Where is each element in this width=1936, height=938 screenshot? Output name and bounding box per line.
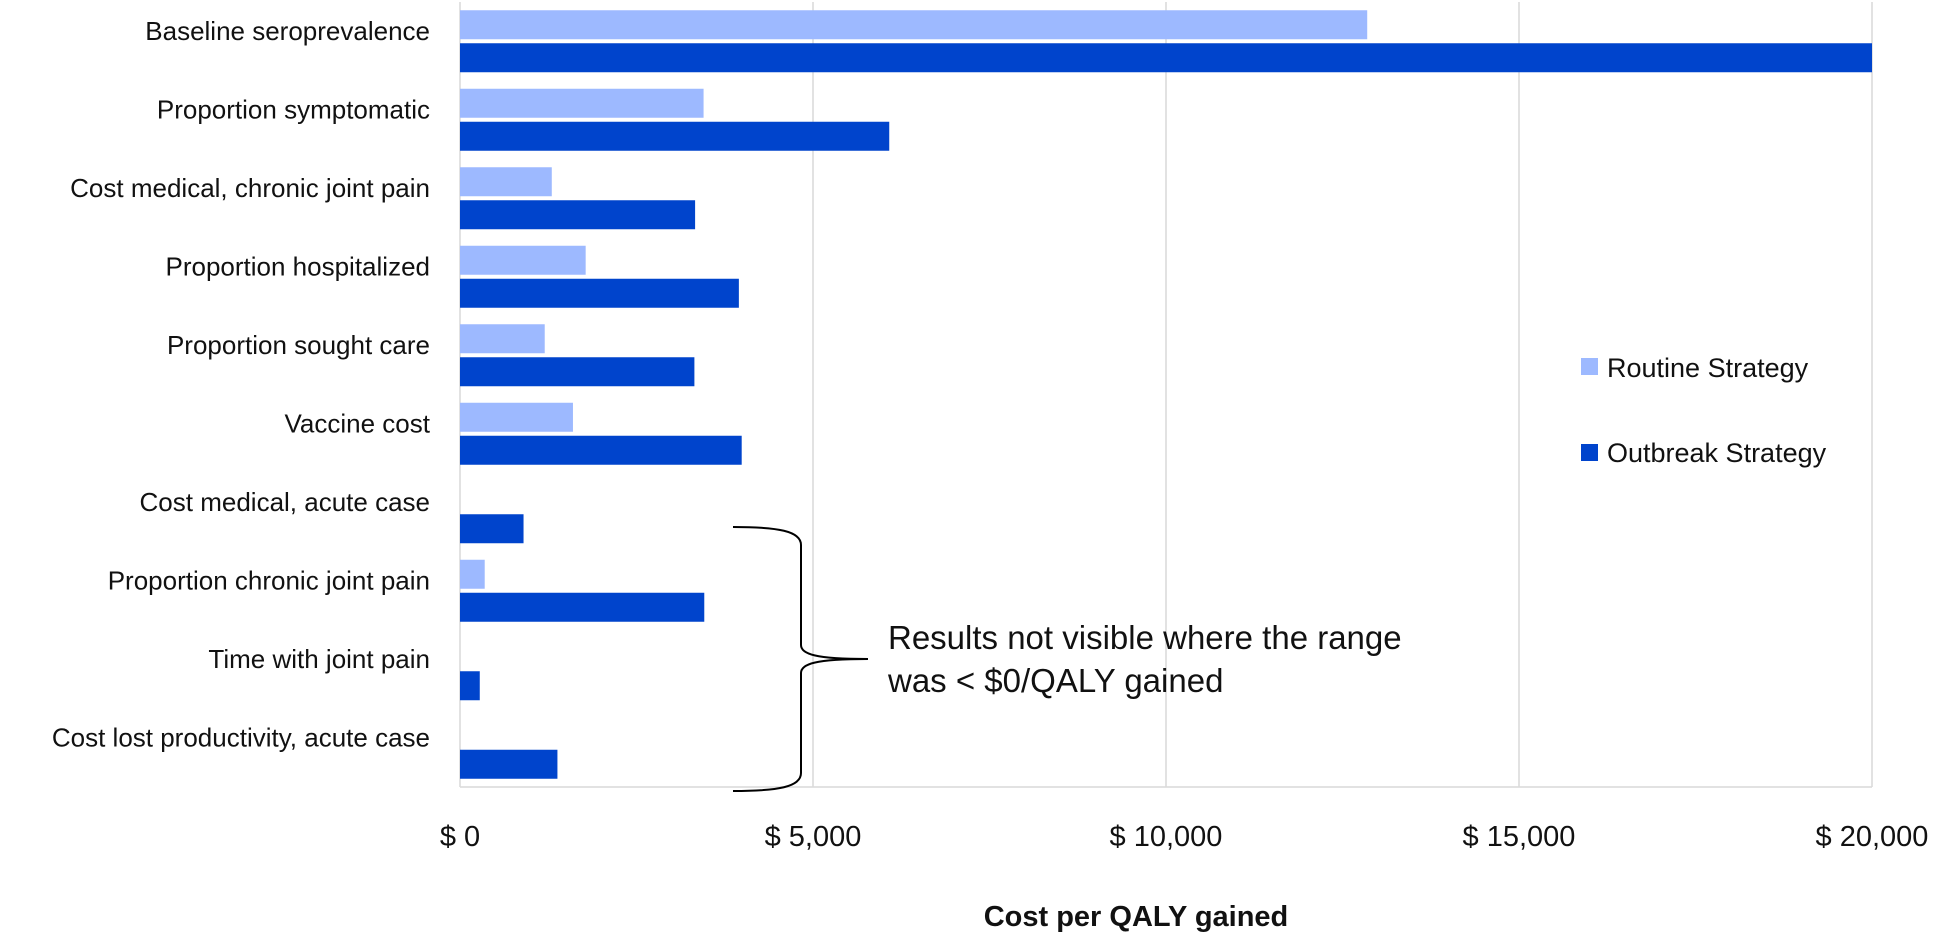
category-label: Proportion chronic joint pain <box>108 566 430 596</box>
category-label: Proportion sought care <box>167 330 430 360</box>
bar-outbreak <box>460 435 742 465</box>
x-axis-title: Cost per QALY gained <box>984 901 1289 933</box>
bar-outbreak <box>460 592 705 622</box>
bar-routine <box>460 324 545 354</box>
bar-outbreak <box>460 514 524 544</box>
annotation: Results not visible where the range was … <box>732 526 1402 792</box>
x-tick-labels: $ 0 $ 5,000 $ 10,000 $ 15,000 $ 20,000 <box>440 821 1929 853</box>
legend-label-routine: Routine Strategy <box>1607 353 1809 383</box>
category-labels: Baseline seroprevalence Proportion sympto… <box>52 16 431 753</box>
category-label: Proportion symptomatic <box>157 95 430 125</box>
bar-routine <box>460 402 573 432</box>
x-tick-label: $ 20,000 <box>1816 821 1929 853</box>
category-label: Vaccine cost <box>285 409 431 439</box>
bar-outbreak <box>460 43 1872 73</box>
legend-label-outbreak: Outbreak Strategy <box>1607 438 1827 468</box>
annotation-line-2: was < $0/QALY gained <box>887 662 1223 699</box>
bar-outbreak <box>460 278 739 308</box>
bar-outbreak <box>460 200 696 230</box>
bar-outbreak <box>460 121 890 151</box>
bar-routine <box>460 88 704 118</box>
x-tick-label: $ 0 <box>440 821 480 853</box>
bar-routine <box>460 559 485 589</box>
bar-routine <box>460 245 586 275</box>
bar-routine <box>460 10 1368 40</box>
category-label: Cost medical, chronic joint pain <box>70 173 430 203</box>
annotation-brace <box>732 526 869 792</box>
bars <box>460 10 1872 779</box>
annotation-line-1: Results not visible where the range <box>888 619 1402 656</box>
category-label: Time with joint pain <box>208 644 430 674</box>
x-tick-label: $ 5,000 <box>765 821 862 853</box>
x-tick-label: $ 10,000 <box>1110 821 1223 853</box>
bar-outbreak <box>460 357 695 387</box>
legend-swatch-routine <box>1581 358 1598 375</box>
category-label: Baseline seroprevalence <box>145 16 430 46</box>
legend: Routine Strategy Outbreak Strategy <box>1581 353 1827 468</box>
category-label: Cost lost productivity, acute case <box>52 723 430 753</box>
category-label: Proportion hospitalized <box>166 252 431 282</box>
bar-outbreak <box>460 749 558 779</box>
bar-routine <box>460 167 552 197</box>
x-tick-label: $ 15,000 <box>1463 821 1576 853</box>
bar-outbreak <box>460 671 480 701</box>
legend-swatch-outbreak <box>1581 444 1598 461</box>
category-label: Cost medical, acute case <box>140 487 430 517</box>
